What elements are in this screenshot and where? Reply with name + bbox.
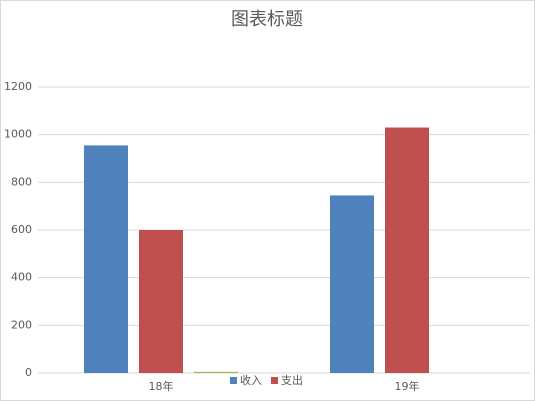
legend-swatch xyxy=(230,377,237,384)
bar xyxy=(84,145,128,373)
y-tick-label: 800 xyxy=(11,175,32,188)
legend-label: 支出 xyxy=(281,373,303,387)
bar xyxy=(194,371,238,373)
y-tick-label: 0 xyxy=(25,366,32,379)
y-tick-label: 1200 xyxy=(4,80,32,93)
y-tick-label: 600 xyxy=(11,223,32,236)
legend-label: 收入 xyxy=(240,373,262,387)
y-tick-label: 1000 xyxy=(4,128,32,141)
chart-title: 图表标题 xyxy=(231,9,303,30)
x-tick-label: 18年 xyxy=(149,379,174,393)
legend-swatch xyxy=(271,377,278,384)
bar xyxy=(139,230,183,373)
bar xyxy=(330,195,374,373)
bar xyxy=(385,127,429,374)
y-tick-label: 400 xyxy=(11,271,32,284)
y-tick-label: 200 xyxy=(11,318,32,331)
x-tick-label: 19年 xyxy=(395,379,420,393)
